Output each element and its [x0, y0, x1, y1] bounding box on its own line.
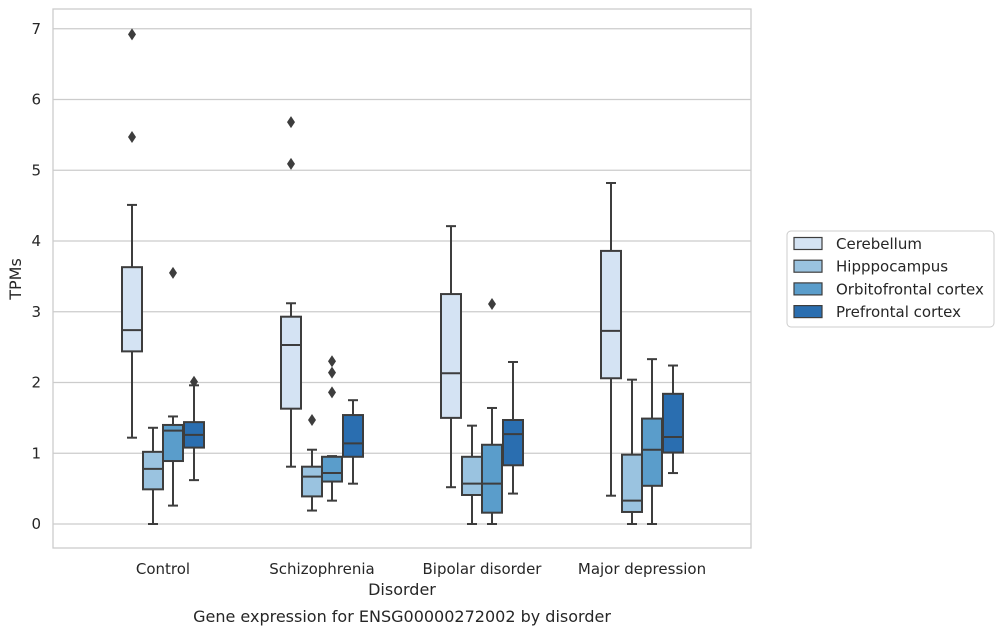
- outlier-point: [328, 386, 336, 399]
- box-plots: [121, 28, 684, 525]
- y-tick-label: 4: [31, 232, 41, 250]
- outlier-point: [328, 355, 336, 368]
- box-hipppocampus: [142, 426, 164, 525]
- box-orbitofrontal-cortex: [481, 297, 503, 525]
- legend-label: Hipppocampus: [836, 258, 948, 276]
- x-axis-label: Disorder: [368, 580, 436, 599]
- y-tick-label: 1: [31, 444, 41, 462]
- box-hipppocampus: [301, 413, 323, 512]
- y-tick-label: 5: [31, 161, 41, 179]
- outlier-point: [287, 116, 295, 129]
- iqr-box: [461, 455, 483, 496]
- legend-swatch: [793, 305, 823, 319]
- box-prefrontal-cortex: [342, 399, 364, 485]
- x-tick-label: Major depression: [578, 560, 706, 578]
- iqr-box: [641, 417, 663, 487]
- legend-label: Orbitofrontal cortex: [836, 280, 984, 298]
- y-tick-labels: 0 1 2 3 4 5 6 7: [31, 20, 41, 533]
- legend-label: Prefrontal cortex: [836, 303, 961, 321]
- outlier-point: [308, 413, 316, 426]
- box-hipppocampus: [621, 378, 643, 525]
- legend-swatch: [793, 259, 823, 273]
- iqr-box: [121, 266, 143, 353]
- y-tick-label: 3: [31, 303, 41, 321]
- outlier-point: [190, 375, 198, 388]
- box-cerebellum: [600, 181, 622, 497]
- box-cerebellum: [440, 225, 462, 489]
- plot-frame: [52, 8, 752, 549]
- x-tick-label: Schizophrenia: [269, 560, 374, 578]
- chart-caption: Gene expression for ENSG00000272002 by d…: [193, 607, 611, 626]
- y-tick-label: 7: [31, 20, 41, 38]
- outlier-point: [128, 28, 136, 41]
- outlier-point: [287, 157, 295, 170]
- box-prefrontal-cortex: [502, 360, 524, 495]
- legend-frame: [786, 230, 995, 328]
- box-prefrontal-cortex: [662, 364, 684, 475]
- box-cerebellum: [121, 28, 143, 439]
- iqr-box: [301, 465, 323, 498]
- iqr-box: [600, 249, 622, 380]
- y-axis-label: TPMs: [6, 258, 25, 301]
- x-tick-label: Control: [136, 560, 190, 578]
- outlier-point: [488, 297, 496, 310]
- iqr-box: [502, 418, 524, 467]
- legend: Cerebellum Hipppocampus Orbitofrontal cort…: [786, 230, 995, 328]
- iqr-box: [621, 453, 643, 513]
- box-orbitofrontal-cortex: [321, 355, 343, 502]
- legend-label: Cerebellum: [836, 235, 922, 253]
- legend-swatch: [793, 282, 823, 296]
- box-orbitofrontal-cortex: [641, 358, 663, 525]
- iqr-box: [142, 450, 164, 491]
- iqr-box: [440, 293, 462, 419]
- x-tick-labels: Control Schizophrenia Bipolar disorder Majo…: [136, 560, 706, 578]
- box-cerebellum: [280, 116, 302, 468]
- iqr-box: [342, 414, 364, 458]
- box-hipppocampus: [461, 424, 483, 525]
- iqr-box: [321, 455, 343, 483]
- box-orbitofrontal-cortex: [162, 266, 184, 507]
- iqr-box: [481, 443, 503, 514]
- iqr-box: [280, 315, 302, 410]
- y-tick-label: 0: [31, 515, 41, 533]
- box-prefrontal-cortex: [183, 375, 205, 482]
- legend-swatch: [793, 236, 823, 251]
- y-tick-label: 6: [31, 91, 41, 109]
- y-tick-label: 2: [31, 374, 41, 392]
- outlier-point: [169, 266, 177, 279]
- x-tick-label: Bipolar disorder: [423, 560, 543, 578]
- outlier-point: [128, 130, 136, 143]
- iqr-box: [662, 392, 684, 454]
- outlier-point: [328, 366, 336, 379]
